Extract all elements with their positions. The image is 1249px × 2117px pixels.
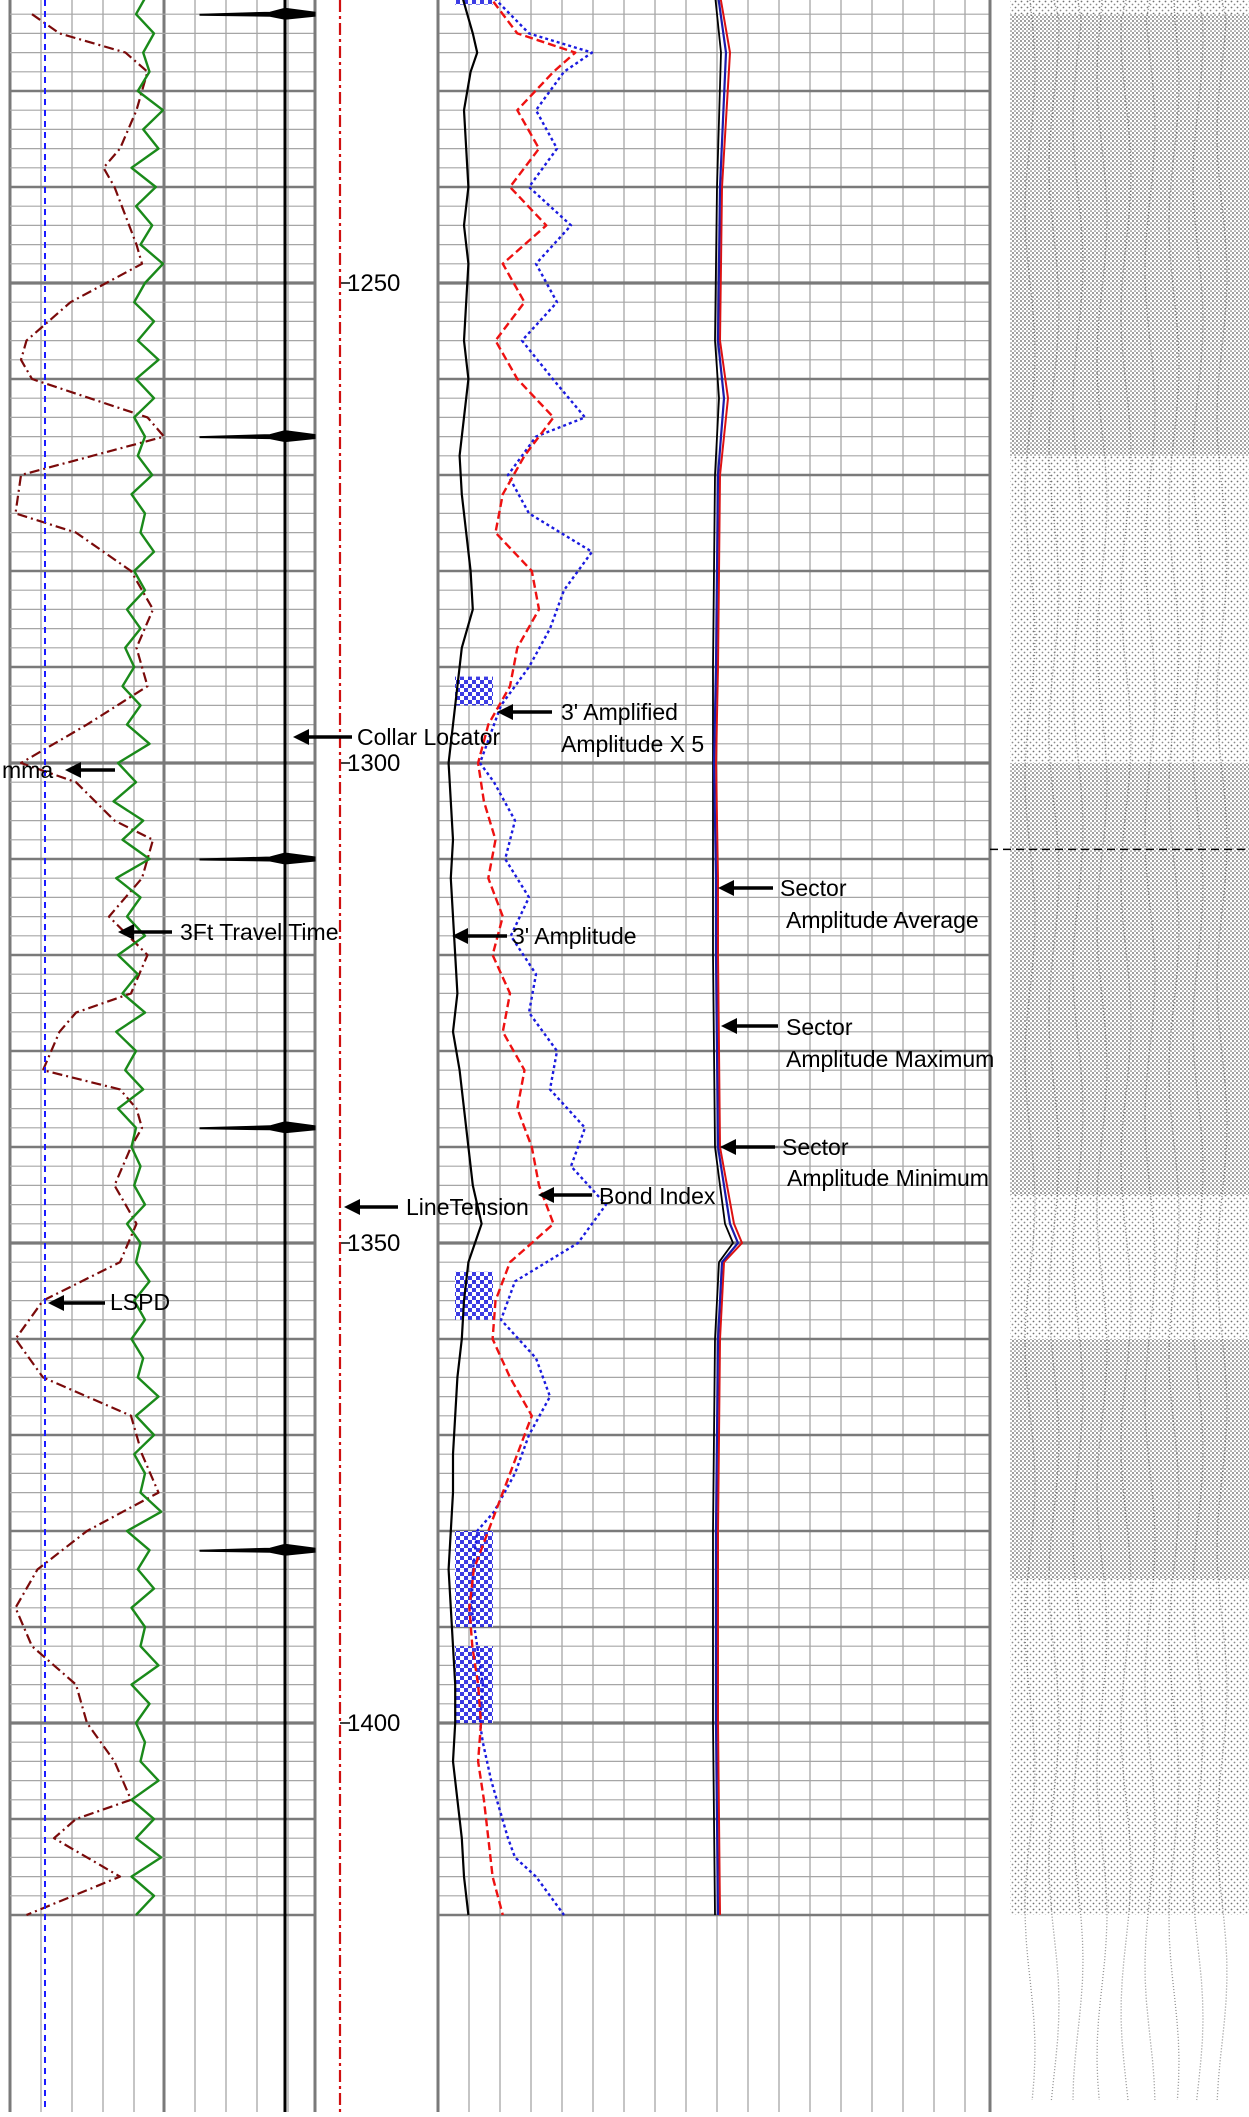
sector-maximum-label-2: Amplitude Maximum bbox=[786, 1046, 994, 1072]
lspd-label: LSPD bbox=[110, 1289, 170, 1315]
sector-minimum-label-2: Amplitude Minimum bbox=[787, 1165, 989, 1191]
depth-labels: 1250 1300 1350 1400 bbox=[347, 270, 400, 1737]
collar-spike bbox=[199, 430, 316, 443]
vdl-band bbox=[1010, 763, 1249, 1195]
sector-minimum-curve bbox=[712, 0, 734, 1916]
gamma-arrow-head bbox=[65, 762, 81, 778]
vdl-streak bbox=[1216, 0, 1228, 2101]
vdl-streak bbox=[1048, 0, 1060, 2101]
gamma-curve bbox=[14, 13, 166, 1917]
amplified-amplitude-curve bbox=[470, 0, 608, 1916]
sector-minimum-label-1: Sector bbox=[782, 1134, 849, 1160]
vdl-band bbox=[1010, 0, 1249, 15]
depth-label: 1300 bbox=[347, 750, 400, 777]
sector-average-label-1: Sector bbox=[780, 875, 847, 901]
vdl-band bbox=[1010, 1195, 1249, 1339]
depth-label: 1250 bbox=[347, 270, 400, 297]
bond-index-curve bbox=[468, 0, 577, 1916]
sector-maximum-arrow-head bbox=[721, 1018, 737, 1034]
vdl-image bbox=[990, 0, 1249, 2101]
collar-locator-arrow-head bbox=[293, 729, 309, 745]
bond-shading bbox=[455, 0, 493, 5]
depth-label: 1400 bbox=[347, 1710, 400, 1737]
vdl-streak bbox=[1120, 0, 1132, 2101]
bond-index-arrow-head bbox=[538, 1187, 554, 1203]
annotation-arrows bbox=[48, 704, 778, 1311]
depth-label: 1350 bbox=[347, 1230, 400, 1257]
collar-locator-label: Collar Locator bbox=[357, 724, 501, 750]
sector-maximum-label-1: Sector bbox=[786, 1014, 853, 1040]
lspd-arrow-head bbox=[48, 1295, 64, 1311]
vdl-streak bbox=[1168, 0, 1180, 2101]
amplitude-curve bbox=[447, 0, 483, 1916]
amplitude-label: 3' Amplitude bbox=[512, 923, 637, 949]
collar-spike bbox=[199, 852, 316, 865]
vdl-band bbox=[1010, 1339, 1249, 1579]
sector-maximum-curve bbox=[715, 0, 743, 1916]
vdl-streak bbox=[1192, 0, 1204, 2101]
shading-layer bbox=[455, 0, 493, 1723]
travel-time-label: 3Ft Travel Time bbox=[180, 919, 338, 945]
vdl-band bbox=[1010, 455, 1249, 763]
sector-average-arrow-head bbox=[718, 880, 734, 896]
line-tension-arrow-head bbox=[344, 1199, 360, 1215]
3ft-travel-time-curve bbox=[112, 0, 165, 1916]
sector-minimum-arrow-head bbox=[720, 1139, 736, 1155]
amplified-amplitude-label-2: Amplitude X 5 bbox=[561, 731, 704, 757]
travel-time-arrow-head bbox=[118, 924, 134, 940]
bond-index-label: Bond Index bbox=[599, 1183, 716, 1209]
bond-shading bbox=[455, 676, 493, 706]
vdl-streak bbox=[1096, 0, 1108, 2101]
sector-average-curve bbox=[712, 0, 740, 1916]
vdl-streak bbox=[1144, 0, 1156, 2101]
bond-shading bbox=[455, 1271, 493, 1320]
bond-shading bbox=[455, 1531, 493, 1627]
collar-spike bbox=[199, 7, 316, 20]
line-tension-label: LineTension bbox=[406, 1194, 529, 1220]
series-layer bbox=[14, 0, 743, 2112]
amplified-amplitude-arrow-head bbox=[497, 704, 513, 720]
amplified-amplitude-label-1: 3' Amplified bbox=[561, 699, 678, 725]
collar-spike bbox=[199, 1543, 316, 1556]
gamma-label: mma bbox=[2, 757, 53, 783]
collar-spike bbox=[199, 1121, 316, 1134]
vdl-band bbox=[1010, 14, 1249, 456]
amplitude-arrow-head bbox=[452, 928, 468, 944]
vdl-streak bbox=[1072, 0, 1084, 2101]
sector-average-label-2: Amplitude Average bbox=[786, 907, 979, 933]
vdl-streak bbox=[1024, 0, 1036, 2101]
annotation-labels: mma Collar Locator 3Ft Travel Time LineT… bbox=[2, 699, 994, 1315]
vdl-band bbox=[1010, 1579, 1249, 1915]
